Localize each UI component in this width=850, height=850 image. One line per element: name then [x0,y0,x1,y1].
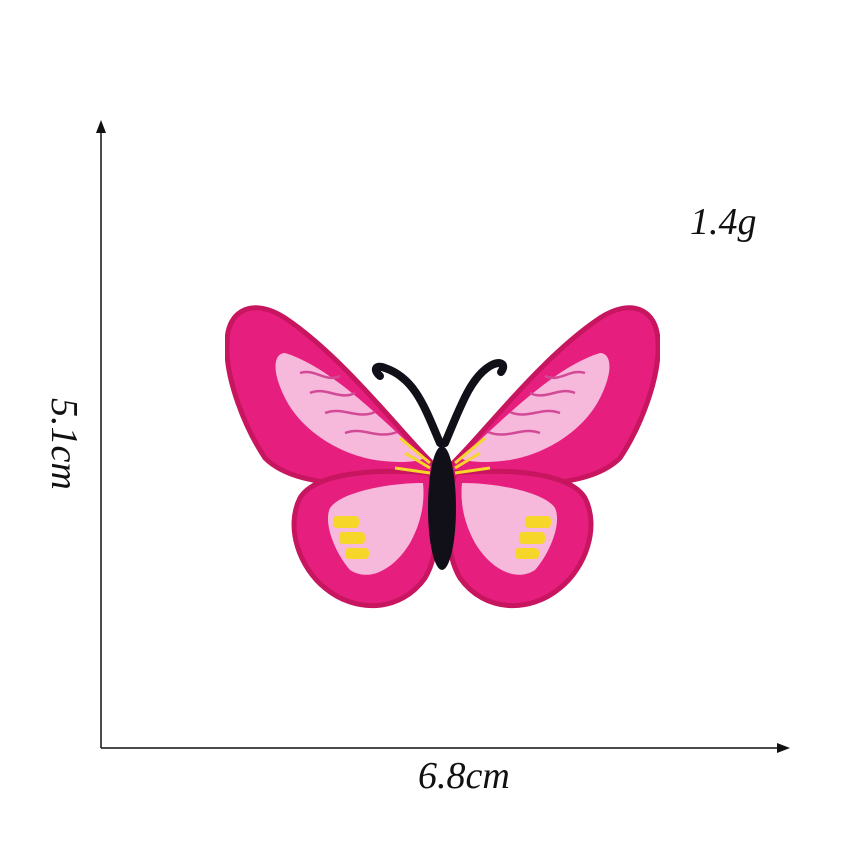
width-axis-arrowhead-icon [777,743,790,753]
right-antenna [441,359,508,447]
yellow-accents [333,436,551,559]
butterfly-patch-icon [225,305,660,609]
left-antenna [371,362,444,447]
width-label: 6.8cm [418,755,510,797]
butterfly-body [428,446,456,570]
height-label: 5.1cm [43,398,85,490]
height-axis-arrowhead-icon [96,120,106,133]
wing-stripes [299,370,586,436]
weight-label: 1.4g [690,201,757,243]
